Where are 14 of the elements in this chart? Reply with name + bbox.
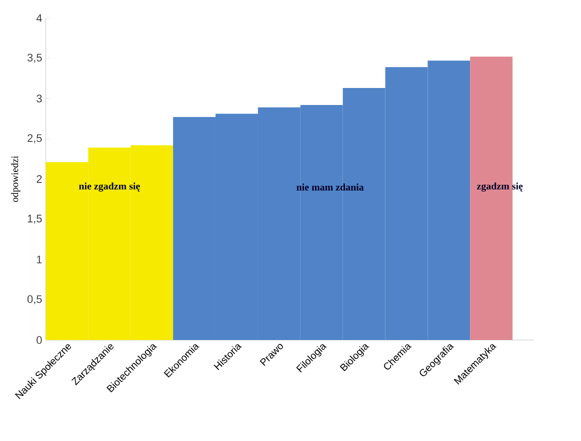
annotation: nie mam zdania [296, 184, 364, 191]
bar [470, 56, 513, 340]
y-tick-label: 2,5 [28, 134, 42, 144]
annotation: zgadzm się [476, 182, 523, 192]
y-tick-label: 1,5 [28, 214, 42, 224]
y-tick-label: 0,5 [27, 295, 42, 304]
y-axis-title: odpowiedzi [11, 156, 20, 202]
annotation: nie zgadzm się [78, 182, 140, 192]
y-tick-label: 3 [36, 94, 42, 102]
y-tick-label: 3,5 [27, 54, 42, 63]
y-tick-label: 2 [36, 175, 42, 183]
y-tick-label: 0 [36, 336, 42, 344]
y-tick-label: 1 [36, 256, 42, 264]
y-tick-label: 4 [36, 14, 42, 22]
